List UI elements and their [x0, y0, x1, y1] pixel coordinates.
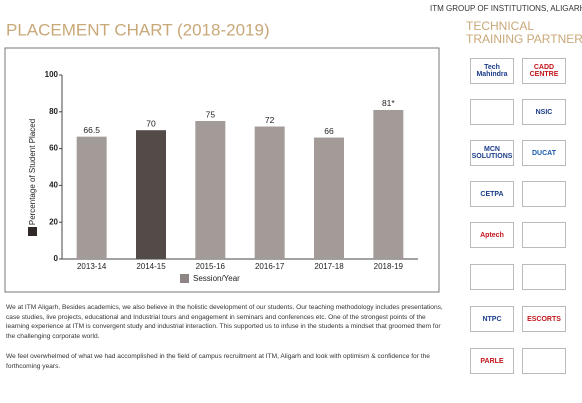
logo [522, 181, 566, 207]
x-tick-label: 2016-17 [255, 262, 285, 271]
logo [470, 99, 514, 125]
bar [373, 109, 404, 260]
logo: CADD CENTRE [522, 58, 566, 84]
paragraph: We feel overwhelmed of what we had accom… [6, 353, 430, 370]
x-tick-label: 2015-16 [196, 262, 226, 271]
x-tick-label: 2014-15 [136, 262, 166, 271]
partners-title: TRAINING PARTNERS [466, 32, 582, 46]
x-tick-label: 2017-18 [314, 262, 344, 271]
partners-title: TECHNICAL [466, 19, 534, 33]
logo: PARLE [470, 348, 514, 374]
logo: ESCORTS [522, 306, 566, 332]
bar [314, 137, 344, 259]
group-name: ITM GROUP OF INSTITUTIONS, ALIGARH [430, 4, 582, 13]
x-tick-label: 2013-14 [77, 262, 107, 271]
logo: DUCAT [522, 140, 566, 166]
y-tick-label: 40 [49, 181, 58, 190]
page-title: PLACEMENT CHART (2018-2019) [6, 20, 270, 39]
value-label: 81* [382, 98, 395, 108]
logo [470, 264, 514, 290]
value-label: 66 [324, 126, 334, 136]
value-label: 70 [146, 118, 156, 128]
legend-swatch [28, 227, 37, 236]
logo: CETPA [470, 181, 514, 207]
logo: Tech Mahindra [470, 58, 514, 84]
bar [254, 126, 285, 260]
y-tick-label: 60 [49, 144, 58, 153]
logo: MCN SOLUTIONS [470, 140, 514, 166]
legend-swatch [180, 274, 189, 283]
paragraph: We at ITM Aligarh, Besides academics, we… [6, 304, 443, 340]
y-tick-label: 20 [49, 217, 58, 226]
logo: NTPC [470, 306, 514, 332]
value-label: 66.5 [83, 125, 100, 135]
value-label: 72 [265, 115, 275, 125]
x-axis-label: Session/Year [193, 274, 240, 283]
y-axis-label: Percentage of Student Placed [28, 119, 37, 225]
bar [76, 136, 107, 259]
y-tick-label: 100 [45, 70, 59, 79]
x-tick-label: 2018-19 [374, 262, 404, 271]
bar [136, 130, 166, 259]
logo: NSIC [522, 99, 566, 125]
y-tick-label: 0 [54, 254, 59, 263]
bar [195, 121, 226, 259]
y-tick-label: 80 [49, 107, 58, 116]
logo: Aptech [470, 222, 514, 248]
logo [522, 222, 566, 248]
value-label: 75 [206, 109, 216, 119]
logo [522, 348, 566, 374]
logo [522, 264, 566, 290]
